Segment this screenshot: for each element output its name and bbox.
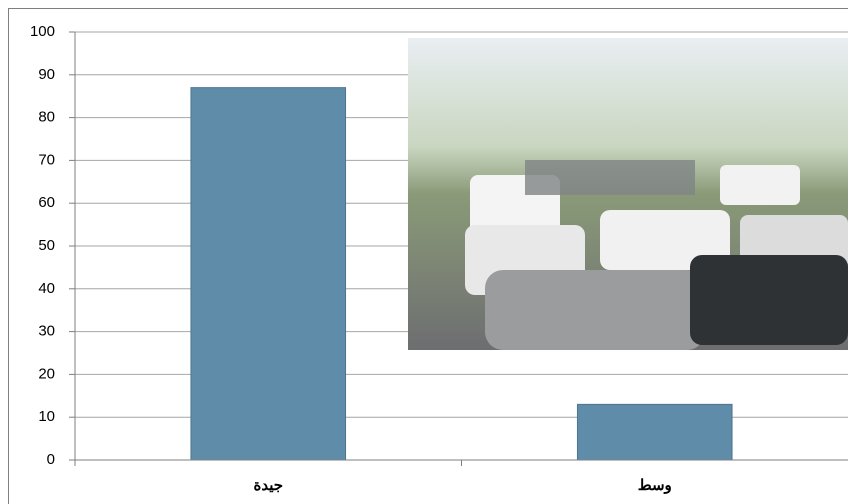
bar: [576, 403, 733, 461]
x-tick-label: وسط: [638, 477, 672, 494]
y-tick-label: 40: [38, 280, 55, 297]
y-tick-label: 30: [38, 323, 55, 340]
photo: [408, 38, 848, 350]
y-tick-label: 20: [38, 365, 55, 382]
y-tick-label: 50: [38, 237, 55, 254]
y-tick-label: 100: [30, 23, 55, 40]
x-tick-label: جيدة: [253, 477, 283, 494]
bars: [190, 87, 733, 461]
y-tick-label: 60: [38, 194, 55, 211]
y-tick-label: 10: [38, 408, 55, 425]
bar: [190, 87, 347, 461]
y-tick-label: 90: [38, 66, 55, 83]
y-tick-label: 70: [38, 151, 55, 168]
y-tick-label: 80: [38, 109, 55, 126]
y-tick-label: 0: [47, 451, 55, 468]
